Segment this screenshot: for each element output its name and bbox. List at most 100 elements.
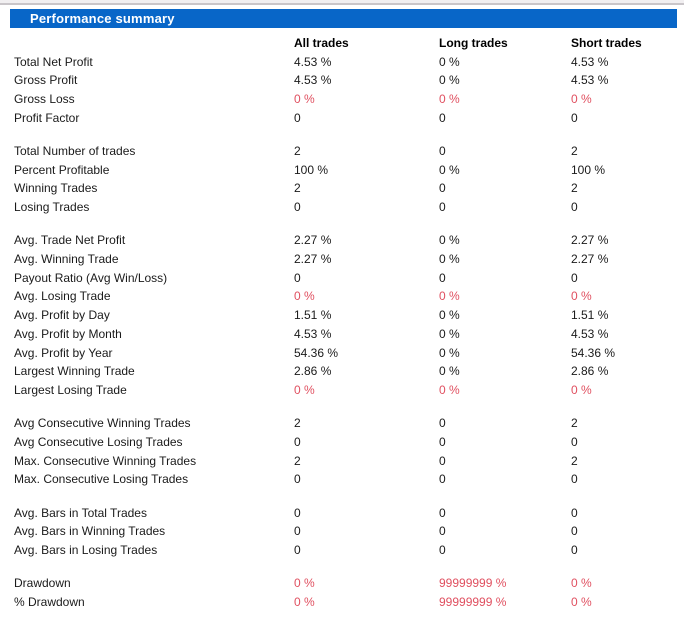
row-label: Avg. Profit by Day [14,308,110,323]
cell-value: 0 % [439,382,460,397]
cell-value: 0 % [294,382,315,397]
cell-value: 0 % [439,252,460,267]
cell-value: 0 [439,144,446,159]
page-title: Performance summary [30,11,175,26]
table-row: Avg Consecutive Losing Trades 0 0 0 [14,433,684,452]
column-header-all-trades: All trades [294,36,349,50]
table-row: Max. Consecutive Winning Trades 2 0 2 [14,452,684,471]
cell-value: 0 % [571,576,592,591]
cell-value: 2.27 % [294,252,332,267]
row-label: Gross Profit [14,73,78,88]
top-strip [0,0,684,5]
cell-value: 2 [571,181,578,196]
cell-value: 99999999 % [439,576,507,591]
table-row: Max. Consecutive Losing Trades 0 0 0 [14,470,684,489]
table-row: Losing Trades 0 0 0 [14,198,684,217]
cell-value: 0 [439,416,446,431]
cell-value: 0 [439,524,446,539]
cell-value: 4.53 % [294,73,332,88]
cell-value: 0 [294,270,301,285]
group-spacer [14,127,684,142]
cell-value: 4.53 % [294,326,332,341]
cell-value: 0 % [439,73,460,88]
cell-value: 0 % [571,382,592,397]
cell-value: 0 [439,181,446,196]
column-header-spacer [14,34,294,53]
cell-value: 0 [439,200,446,215]
table-row: Avg. Bars in Winning Trades 0 0 0 [14,522,684,541]
table-row: Avg. Trade Net Profit 2.27 % 0 % 2.27 % [14,231,684,250]
row-label: Largest Losing Trade [14,382,127,397]
table-row: Avg. Profit by Month 4.53 % 0 % 4.53 % [14,325,684,344]
cell-value: 4.53 % [294,54,332,69]
cell-value: 0 % [294,289,315,304]
performance-summary-header: Performance summary [10,9,677,28]
table-row: Payout Ratio (Avg Win/Loss) 0 0 0 [14,269,684,288]
cell-value: 0 % [439,233,460,248]
row-label: Avg. Bars in Losing Trades [14,542,158,557]
cell-value: 0 [439,434,446,449]
cell-value: 0 [571,270,578,285]
cell-value: 2 [294,144,301,159]
row-label: Avg Consecutive Winning Trades [14,416,191,431]
row-label: Avg. Winning Trade [14,252,119,267]
table-row: Percent Profitable 100 % 0 % 100 % [14,161,684,180]
cell-value: 0 % [439,92,460,107]
row-label: Percent Profitable [14,162,110,177]
cell-value: 2.27 % [294,233,332,248]
cell-value: 0 [294,472,301,487]
cell-value: 0 [294,110,301,125]
cell-value: 2 [294,181,301,196]
cell-value: 0 [439,270,446,285]
cell-value: 0 % [571,594,592,609]
table-row: Avg. Bars in Total Trades 0 0 0 [14,504,684,523]
cell-value: 0 % [439,364,460,379]
group-spacer [14,560,684,575]
table-row: Profit Factor 0 0 0 [14,109,684,128]
row-label: % Drawdown [14,594,85,609]
table-row: Winning Trades 2 0 2 [14,179,684,198]
cell-value: 1.51 % [294,308,332,323]
row-label: Drawdown [14,576,71,591]
cell-value: 0 % [439,289,460,304]
cell-value: 100 % [294,162,329,177]
cell-value: 2.27 % [571,233,609,248]
cell-value: 0 [439,453,446,468]
cell-value: 99999999 % [439,594,507,609]
cell-value: 0 [294,200,301,215]
row-label: Profit Factor [14,110,80,125]
cell-value: 4.53 % [571,54,609,69]
cell-value: 1.51 % [571,308,609,323]
cell-value: 0 [294,524,301,539]
cell-value: 2.27 % [571,252,609,267]
table-row: Gross Loss 0 % 0 % 0 % [14,90,684,109]
table-row: Gross Profit 4.53 % 0 % 4.53 % [14,71,684,90]
cell-value: 2.86 % [294,364,332,379]
table-row: Avg Consecutive Winning Trades 2 0 2 [14,414,684,433]
cell-value: 0 % [294,576,315,591]
row-label: Max. Consecutive Losing Trades [14,472,189,487]
group-spacer [14,489,684,504]
cell-value: 100 % [571,162,606,177]
cell-value: 0 [439,472,446,487]
row-label: Largest Winning Trade [14,364,135,379]
cell-value: 2.86 % [571,364,609,379]
cell-value: 0 [439,505,446,520]
cell-value: 2 [571,453,578,468]
table-row: Total Net Profit 4.53 % 0 % 4.53 % [14,53,684,72]
row-label: Avg. Bars in Total Trades [14,505,147,520]
table-row: Drawdown 0 % 99999999 % 0 % [14,574,684,593]
row-label: Total Net Profit [14,54,93,69]
cell-value: 0 [294,542,301,557]
table-row: Avg. Bars in Losing Trades 0 0 0 [14,541,684,560]
cell-value: 0 [571,472,578,487]
cell-value: 0 % [294,594,315,609]
cell-value: 0 % [439,162,460,177]
row-label: Total Number of trades [14,144,136,159]
table-body: Total Net Profit 4.53 % 0 % 4.53 % Gross Pro… [14,53,684,612]
cell-value: 54.36 % [571,345,616,360]
cell-value: 0 % [439,308,460,323]
performance-table: All trades Long trades Short trades Tota… [0,34,684,612]
column-header-row: All trades Long trades Short trades [14,34,684,53]
cell-value: 2 [294,416,301,431]
